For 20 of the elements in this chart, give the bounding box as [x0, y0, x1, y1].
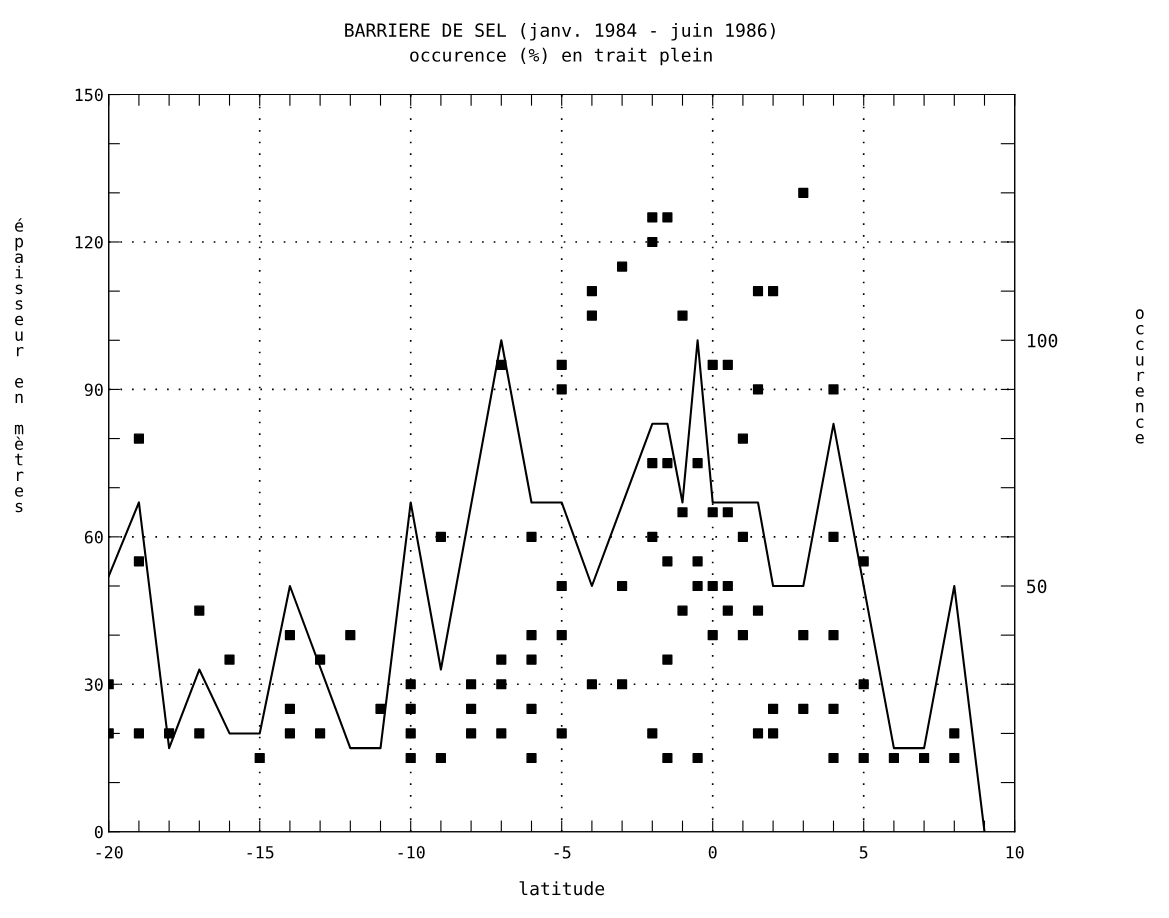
x-tick-label: -20	[96, 845, 123, 859]
y-tick-label: 30	[84, 678, 103, 691]
x-tick-label: -10	[398, 845, 425, 859]
x-tick-label: 10	[1006, 845, 1024, 859]
y-tick-label: 90	[84, 383, 103, 397]
text: occurence	[1135, 309, 1145, 444]
x-tick-label: -15	[247, 846, 274, 859]
x-axis-title: latitude	[519, 881, 605, 896]
chart-subtitle: occurence (%) en trait plein	[410, 47, 712, 66]
y-tick-label: 150	[75, 88, 103, 102]
y2-tick-label: 100	[1027, 333, 1058, 348]
y-tick-label: 60	[84, 530, 103, 544]
chart-title: BARRIERE DE SEL (janv. 1984 - juin 1986)	[345, 23, 775, 41]
x-tick-label: 5	[859, 846, 868, 859]
y2-tick-label: 50	[1027, 579, 1047, 594]
x-tick-label: 0	[708, 845, 717, 859]
x-tick-label: -5	[554, 846, 571, 859]
y-tick-label: 0	[94, 825, 103, 839]
y-tick-label: 120	[75, 235, 103, 249]
text: épaisseur en mètres	[14, 218, 24, 513]
